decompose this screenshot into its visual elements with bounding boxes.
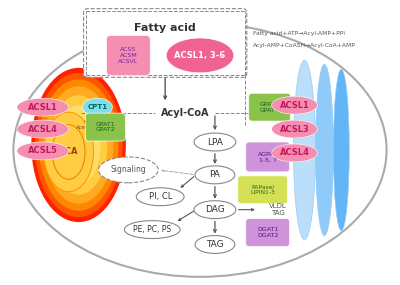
Text: LPA: LPA [207, 137, 223, 146]
Text: ACSL4: ACSL4 [28, 125, 58, 134]
Ellipse shape [136, 188, 184, 206]
Ellipse shape [44, 86, 114, 204]
Text: Fatty acid: Fatty acid [134, 23, 196, 32]
Text: GPAT3
GPAT4: GPAT3 GPAT4 [260, 102, 280, 113]
FancyBboxPatch shape [86, 113, 125, 141]
Ellipse shape [17, 98, 69, 116]
Ellipse shape [31, 68, 126, 222]
Text: ACSL1: ACSL1 [280, 101, 310, 110]
Text: PA: PA [210, 170, 220, 179]
Text: TCA: TCA [59, 147, 78, 156]
Ellipse shape [272, 144, 318, 162]
Text: ACSL1, 3-6: ACSL1, 3-6 [174, 51, 226, 60]
Ellipse shape [14, 23, 386, 277]
Text: ACSL3: ACSL3 [280, 125, 310, 134]
FancyBboxPatch shape [84, 9, 247, 77]
Ellipse shape [194, 201, 236, 219]
Ellipse shape [272, 120, 318, 138]
Ellipse shape [195, 235, 235, 253]
Ellipse shape [195, 166, 235, 184]
FancyBboxPatch shape [238, 176, 288, 204]
Ellipse shape [316, 64, 333, 235]
Ellipse shape [44, 112, 94, 192]
FancyBboxPatch shape [246, 219, 290, 247]
Ellipse shape [194, 133, 236, 151]
Ellipse shape [82, 98, 112, 116]
Text: ACSL5: ACSL5 [28, 146, 58, 155]
Text: AGPAT
1-5, 7: AGPAT 1-5, 7 [258, 152, 278, 162]
Ellipse shape [17, 142, 69, 160]
Text: Acetyl-CoA: Acetyl-CoA [76, 125, 106, 130]
Text: ACSL4: ACSL4 [280, 148, 310, 157]
Text: ACSS
ACSM
ACSVL: ACSS ACSM ACSVL [118, 47, 138, 64]
Text: TAG: TAG [206, 240, 224, 249]
Ellipse shape [333, 69, 349, 231]
Text: DAG: DAG [205, 205, 225, 214]
Text: Signaling: Signaling [110, 165, 146, 174]
Ellipse shape [294, 60, 316, 239]
Ellipse shape [98, 157, 158, 183]
Ellipse shape [166, 38, 234, 73]
Ellipse shape [272, 96, 318, 114]
Text: Acyl-AMP+CoASH→Acyl-CoA+AMP: Acyl-AMP+CoASH→Acyl-CoA+AMP [253, 43, 356, 48]
FancyBboxPatch shape [246, 142, 290, 172]
Text: ACSL1: ACSL1 [28, 103, 58, 112]
Text: GPAT1
GPAT2: GPAT1 GPAT2 [96, 122, 115, 133]
Text: DGAT1
DGAT2: DGAT1 DGAT2 [257, 227, 278, 238]
Ellipse shape [124, 221, 180, 239]
Text: PI, CL: PI, CL [148, 192, 172, 201]
Text: Acyl-CoA: Acyl-CoA [161, 108, 209, 118]
FancyBboxPatch shape [106, 36, 150, 75]
Ellipse shape [35, 73, 122, 217]
Ellipse shape [39, 79, 118, 211]
Text: PE, PC, PS: PE, PC, PS [133, 225, 171, 234]
FancyBboxPatch shape [249, 93, 290, 121]
Ellipse shape [17, 120, 69, 138]
Text: Fatty acid+ATP→Acyl-AMP+PPi: Fatty acid+ATP→Acyl-AMP+PPi [253, 31, 345, 36]
Ellipse shape [57, 105, 100, 185]
Text: VLDL
TAG: VLDL TAG [269, 203, 286, 216]
Text: PAPase/
LIPIN1-3: PAPase/ LIPIN1-3 [250, 184, 275, 195]
Text: CPT1: CPT1 [88, 104, 108, 110]
Ellipse shape [50, 95, 108, 195]
